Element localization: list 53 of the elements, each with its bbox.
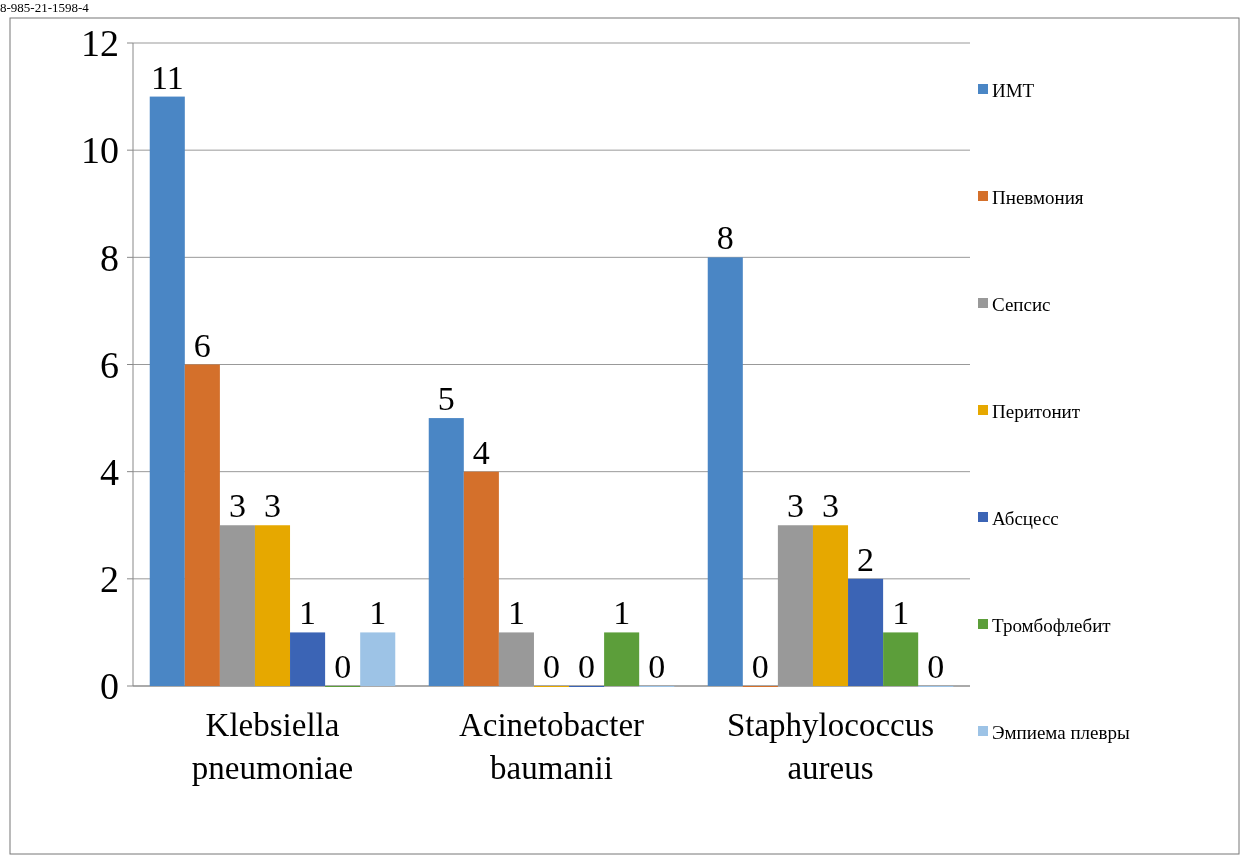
- y-tick-label: 2: [100, 558, 119, 601]
- bar: [149, 96, 185, 686]
- data-label: 1: [507, 594, 525, 632]
- bar: [848, 578, 884, 686]
- data-label: 3: [228, 487, 246, 525]
- data-label: 4: [472, 433, 490, 471]
- y-tick-label: 0: [100, 665, 119, 708]
- bar: [219, 525, 255, 686]
- legend-label: Пневмония: [992, 186, 1084, 208]
- x-tick-label: Staphylococcus aureus: [726, 707, 935, 786]
- data-label: 0: [334, 648, 352, 685]
- data-label: 3: [264, 487, 281, 525]
- bar: [463, 471, 499, 686]
- bar: [498, 632, 534, 686]
- data-label: 0: [927, 648, 945, 685]
- data-label: 1: [613, 594, 631, 632]
- x-tick-label: Acinetobacter baumanii: [458, 707, 645, 786]
- data-label: 2: [857, 540, 875, 578]
- data-label: 1: [369, 594, 387, 632]
- x-tick-label: Klebsiella pneumoniae: [191, 707, 354, 786]
- bar: [812, 525, 849, 686]
- bar: [604, 632, 640, 686]
- data-label: 0: [648, 648, 666, 685]
- data-label: 6: [193, 326, 211, 364]
- legend-label: Сепсис: [992, 293, 1051, 315]
- data-label: 11: [150, 58, 184, 96]
- y-tick-label: 6: [100, 343, 119, 386]
- y-tick-label: 12: [81, 22, 119, 65]
- bar: [184, 364, 220, 686]
- data-label: 1: [299, 594, 317, 632]
- data-label: 8: [716, 219, 734, 257]
- bar: [707, 257, 743, 686]
- data-label: 0: [751, 648, 769, 685]
- bar: [254, 525, 291, 686]
- legend-label: Перитонит: [992, 400, 1081, 422]
- bar: [883, 632, 919, 686]
- y-tick-label: 4: [100, 450, 119, 493]
- bar: [428, 418, 464, 686]
- bar: [360, 632, 396, 686]
- legend-label: ИМТ: [992, 79, 1035, 101]
- text: 8-985-21-1598-4: [0, 0, 90, 15]
- data-label: 0: [543, 648, 560, 685]
- data-label: 1: [892, 594, 910, 632]
- data-label: 3: [786, 487, 804, 525]
- legend-label: Эмпиема плевры: [992, 721, 1130, 743]
- data-label: 3: [822, 487, 839, 525]
- y-tick-label: 8: [100, 236, 119, 279]
- legend-label: Абсцесс: [992, 507, 1059, 529]
- legend-label: Тромбофлебит: [992, 614, 1112, 636]
- bar: [290, 632, 326, 686]
- data-label: 5: [437, 380, 455, 418]
- y-tick-label: 10: [81, 129, 119, 172]
- data-label: 0: [578, 648, 596, 685]
